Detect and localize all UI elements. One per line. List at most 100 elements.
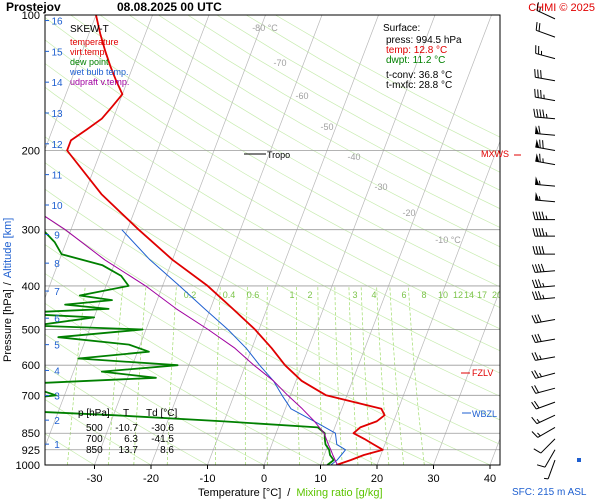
- wind-barb-full-flag: [534, 385, 540, 393]
- surface-title: Surface:: [383, 23, 420, 34]
- mixing-ratio-line: [317, 285, 324, 465]
- wind-barb-full-flag: [537, 279, 542, 288]
- wind-barb-half-flag: [539, 7, 541, 12]
- wind-barb-shaft: [535, 372, 556, 379]
- level-table: p [hPa] T Td [°C] 500 -10.7 -30.6 700 6.…: [78, 408, 177, 456]
- isotherm-line: [150, 15, 323, 465]
- altitude-tick-label: 4: [54, 366, 60, 377]
- mixing-ratio-label: 12: [453, 290, 463, 300]
- station-title: Prostejov: [6, 0, 61, 14]
- wind-barb: [533, 108, 556, 120]
- wind-barb: [544, 459, 556, 480]
- mixing-ratio-label: 0.6: [247, 290, 260, 300]
- mixing-ratio-line: [108, 285, 124, 465]
- wind-barb: [534, 88, 556, 102]
- wind-barb-half-flag: [542, 282, 545, 288]
- wind-barb-full-flag: [531, 291, 536, 300]
- wind-barb-full-flag: [538, 246, 542, 255]
- temperature-tick-label: 40: [484, 473, 496, 485]
- mixing-ratio-label: 10: [438, 290, 448, 300]
- table-r0-td: -30.6: [151, 423, 174, 434]
- wind-barb-pennant: [535, 192, 540, 201]
- wind-barb-full-flag: [541, 246, 545, 255]
- dry-adiabat: [45, 162, 500, 421]
- wind-barb-full-flag: [534, 352, 539, 361]
- wind-barb: [531, 333, 556, 344]
- surface-temp: temp: 12.8 °C: [386, 45, 447, 56]
- wind-barb: [532, 246, 555, 255]
- y-axis-label-pressure: Pressure [hPa]: [2, 289, 14, 362]
- wind-barb-full-flag: [540, 70, 542, 79]
- isotherm-line: [45, 15, 97, 151]
- table-header-p: p [hPa]: [78, 408, 110, 419]
- altitude-tick-label: 15: [51, 47, 63, 58]
- dry-adiabat: [45, 136, 500, 397]
- isotherm-line: [547, 15, 600, 465]
- wind-barb-full-flag: [531, 416, 538, 424]
- pressure-tick-label: 925: [22, 445, 40, 457]
- mixing-ratio-label: 20: [492, 290, 502, 300]
- wind-barb-full-flag: [541, 227, 545, 237]
- wind-barb-half-flag: [537, 432, 541, 437]
- wind-barb: [531, 291, 556, 301]
- table-header-td: Td [°C]: [146, 408, 177, 419]
- wind-barb-full-flag: [539, 109, 542, 118]
- isotherm-label: -40: [347, 152, 360, 162]
- wind-barb-shaft: [535, 76, 556, 82]
- temperature-tick-label: 10: [314, 473, 326, 485]
- wind-barb-full-flag: [534, 370, 540, 378]
- wind-barb: [531, 426, 556, 438]
- surface-tconv: t-conv: 36.8 °C: [386, 70, 452, 81]
- legend: SKEW-T temperature virt.temp. dew point …: [69, 24, 129, 87]
- wind-barb-full-flag: [536, 2, 539, 11]
- mixing-ratio-label: 17: [477, 290, 487, 300]
- wind-barb-full-flag: [531, 264, 536, 273]
- wind-barb-half-flag: [539, 355, 542, 360]
- wind-barb: [531, 370, 556, 379]
- x-axis-label-mixing: Mixing ratio [g/kg]: [296, 487, 382, 499]
- dry-adiabat: [45, 63, 500, 330]
- altitude-tick-label: 16: [51, 17, 63, 28]
- wind-barb-half-flag: [545, 215, 548, 220]
- pressure-tick-label: 850: [22, 428, 40, 440]
- wind-barb-half-flag: [545, 231, 548, 237]
- wind-barb-full-flag: [542, 140, 544, 149]
- wind-barb-shaft: [536, 401, 556, 410]
- table-header-t: T: [123, 408, 129, 419]
- wind-barb-full-flag: [534, 279, 539, 288]
- wind-barb-shaft: [535, 356, 556, 361]
- wind-barb-shaft: [540, 438, 556, 454]
- table-r1-t: 6.3: [124, 434, 138, 445]
- temperature-tick-label: 0: [261, 473, 267, 485]
- isotherm-line: [320, 15, 492, 465]
- pressure-tick-label: 1000: [16, 460, 40, 472]
- wind-barb-half-flag: [539, 372, 542, 378]
- wind-barb-full-flag: [538, 125, 541, 134]
- dry-adiabat: [45, 17, 500, 288]
- wind-barb-shaft: [547, 459, 556, 480]
- wind-barb-shaft: [535, 199, 556, 203]
- wind-barb-full-flag: [532, 246, 536, 255]
- plot-frame: [44, 14, 501, 466]
- wind-barb-pennant: [535, 153, 540, 162]
- wind-barb-full-flag: [540, 263, 545, 272]
- wind-barb-full-flag: [531, 315, 536, 324]
- dry-adiabat: [45, 111, 500, 374]
- altitude-tick-label: 7: [54, 287, 60, 298]
- wind-barb-full-flag: [533, 108, 536, 118]
- altitude-tick-label: 9: [54, 230, 60, 241]
- wind-barb-full-flag: [534, 264, 539, 273]
- wind-barb-full-flag: [537, 291, 542, 300]
- altitude-tick-label: 5: [54, 341, 60, 352]
- datetime-title: 08.08.2025 00 UTC: [117, 0, 222, 14]
- wind-barb: [535, 153, 556, 166]
- mixing-ratio-label: 1: [289, 290, 294, 300]
- wind-barb-full-flag: [538, 23, 541, 32]
- legend-wet-bulb: wet bulb temp.: [69, 67, 129, 77]
- wind-barb-full-flag: [531, 370, 537, 379]
- wind-barb: [535, 45, 556, 60]
- wind-barb-full-flag: [536, 108, 539, 118]
- wind-barbs: [531, 2, 581, 480]
- pressure-tick-label: 100: [22, 10, 40, 22]
